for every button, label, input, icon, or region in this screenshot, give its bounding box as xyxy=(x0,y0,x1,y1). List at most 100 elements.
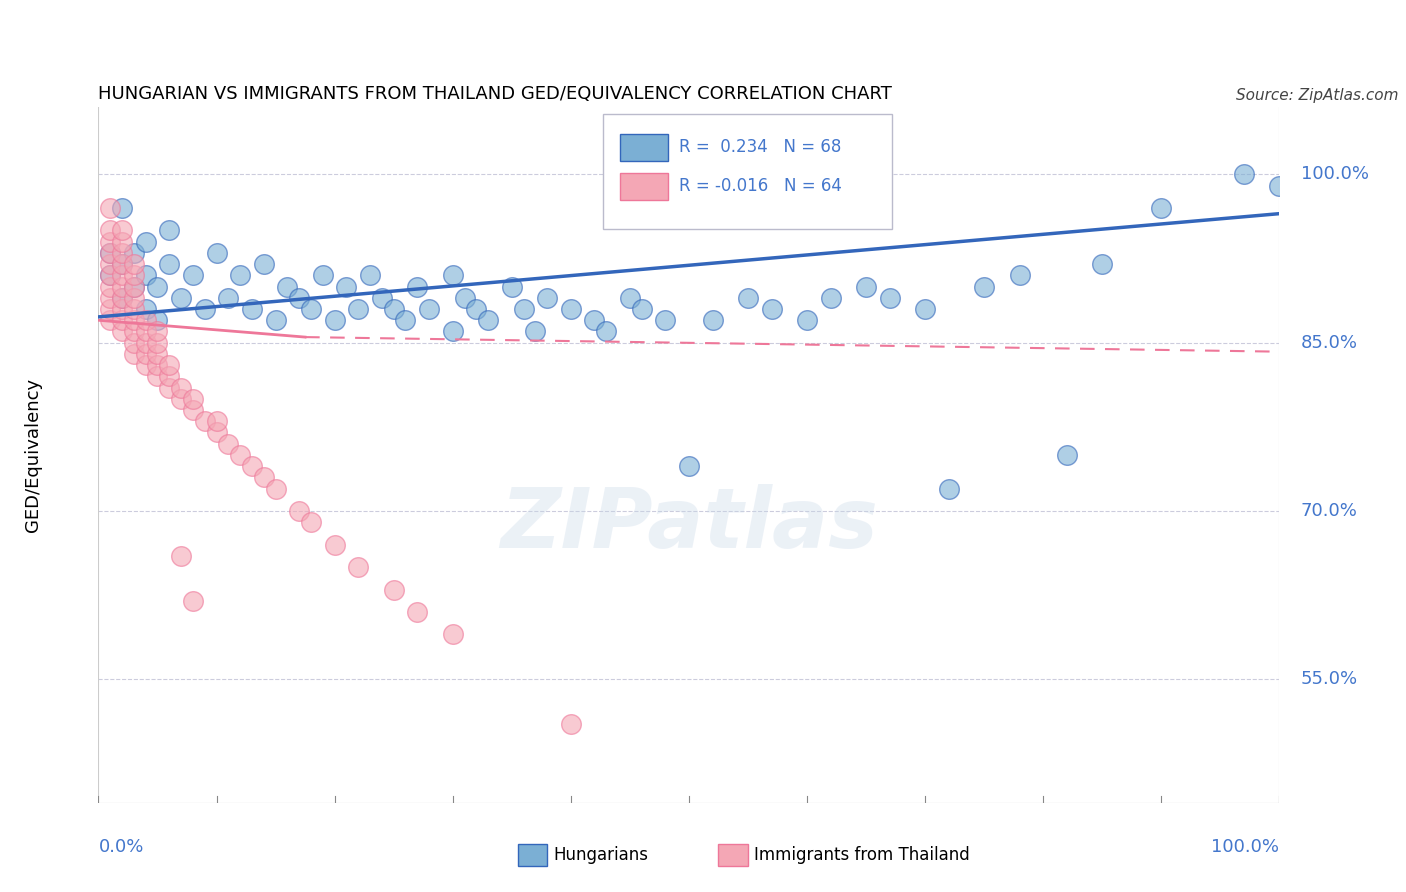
Point xyxy=(170,291,193,305)
Point xyxy=(855,279,877,293)
Point xyxy=(122,279,145,293)
Point xyxy=(98,246,121,260)
Point xyxy=(135,358,157,372)
Point xyxy=(135,268,157,283)
Point xyxy=(1008,268,1031,283)
Point xyxy=(194,414,217,428)
FancyBboxPatch shape xyxy=(603,114,891,229)
Point xyxy=(157,223,180,237)
Point xyxy=(146,325,169,339)
Text: 100.0%: 100.0% xyxy=(1301,165,1368,184)
Point xyxy=(583,313,606,327)
Point xyxy=(122,257,145,271)
Point xyxy=(181,403,204,417)
Point xyxy=(512,301,534,316)
Point xyxy=(98,201,121,215)
Point xyxy=(98,246,121,260)
Point xyxy=(135,301,157,316)
Point xyxy=(157,257,180,271)
Bar xyxy=(718,844,748,866)
Point xyxy=(1233,167,1256,181)
Point xyxy=(146,347,169,361)
Point xyxy=(122,246,145,260)
Text: R = -0.016   N = 64: R = -0.016 N = 64 xyxy=(679,177,842,194)
Point xyxy=(111,291,134,305)
Text: Hungarians: Hungarians xyxy=(553,846,648,864)
Point xyxy=(299,515,322,529)
Point xyxy=(111,257,134,271)
Point xyxy=(394,313,416,327)
Point xyxy=(914,301,936,316)
Point xyxy=(111,291,134,305)
Point xyxy=(371,291,394,305)
Point xyxy=(98,223,121,237)
Point xyxy=(181,268,204,283)
Point xyxy=(229,448,252,462)
Point xyxy=(146,358,169,372)
Point xyxy=(323,313,346,327)
Point xyxy=(146,369,169,384)
Text: Source: ZipAtlas.com: Source: ZipAtlas.com xyxy=(1236,87,1399,103)
Point xyxy=(323,538,346,552)
Point xyxy=(299,301,322,316)
Point xyxy=(619,291,641,305)
Point xyxy=(135,325,157,339)
Point xyxy=(737,291,759,305)
Point xyxy=(122,325,145,339)
Point xyxy=(288,504,311,518)
Point xyxy=(157,381,180,395)
Point xyxy=(98,291,121,305)
Point xyxy=(453,291,475,305)
Point xyxy=(347,560,370,574)
Text: 55.0%: 55.0% xyxy=(1301,671,1358,689)
Point xyxy=(111,301,134,316)
Point xyxy=(122,279,145,293)
Point xyxy=(288,291,311,305)
Point xyxy=(98,257,121,271)
Point xyxy=(240,301,263,316)
Text: ZIPatlas: ZIPatlas xyxy=(501,484,877,565)
Point xyxy=(382,582,405,597)
Point xyxy=(111,313,134,327)
Point xyxy=(194,301,217,316)
Bar xyxy=(620,134,668,161)
Point xyxy=(111,257,134,271)
Point xyxy=(654,313,676,327)
Point xyxy=(441,268,464,283)
Point xyxy=(465,301,488,316)
Point xyxy=(146,279,169,293)
Point xyxy=(359,268,381,283)
Point xyxy=(312,268,335,283)
Point xyxy=(761,301,783,316)
Point xyxy=(630,301,652,316)
Bar xyxy=(620,173,668,200)
Point xyxy=(253,257,276,271)
Point xyxy=(347,301,370,316)
Point xyxy=(170,392,193,406)
Point xyxy=(595,325,617,339)
Point xyxy=(111,279,134,293)
Point xyxy=(406,605,429,619)
Point xyxy=(205,414,228,428)
Text: 0.0%: 0.0% xyxy=(98,838,143,855)
Point xyxy=(820,291,842,305)
Point xyxy=(796,313,818,327)
Point xyxy=(441,627,464,641)
Point xyxy=(122,268,145,283)
Point xyxy=(122,313,145,327)
Point xyxy=(111,235,134,249)
Point xyxy=(406,279,429,293)
Point xyxy=(157,358,180,372)
Point xyxy=(1091,257,1114,271)
Point xyxy=(170,549,193,563)
Point xyxy=(135,335,157,350)
Point xyxy=(122,347,145,361)
Text: Immigrants from Thailand: Immigrants from Thailand xyxy=(754,846,970,864)
Point xyxy=(938,482,960,496)
Point xyxy=(98,301,121,316)
Point xyxy=(229,268,252,283)
Point xyxy=(217,291,239,305)
Point xyxy=(146,313,169,327)
Point xyxy=(122,301,145,316)
Point xyxy=(135,235,157,249)
